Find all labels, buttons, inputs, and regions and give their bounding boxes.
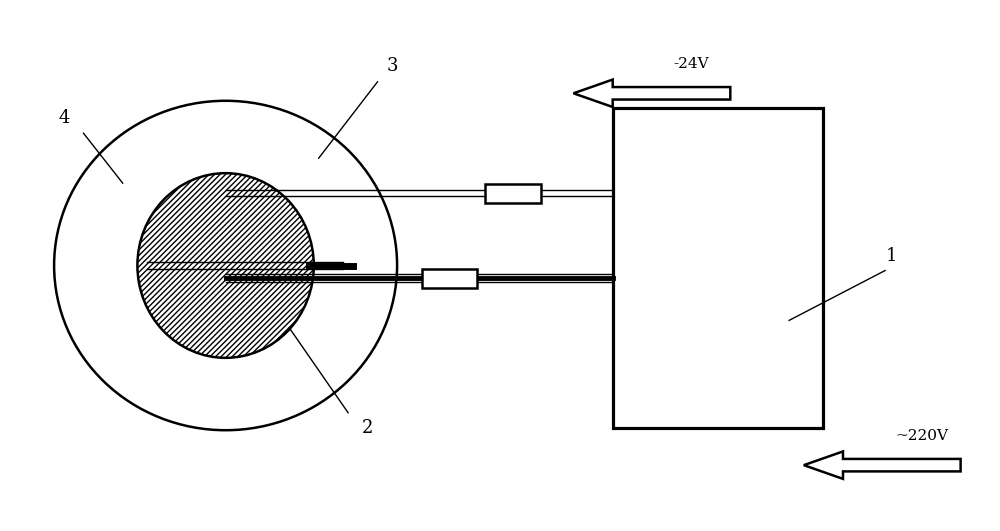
Text: -24V: -24V xyxy=(673,57,709,71)
Text: 4: 4 xyxy=(58,109,70,127)
FancyArrow shape xyxy=(574,80,730,107)
Text: ~220V: ~220V xyxy=(895,429,948,443)
FancyArrow shape xyxy=(804,451,961,479)
Text: 1: 1 xyxy=(886,246,898,264)
Ellipse shape xyxy=(137,173,314,358)
Bar xyxy=(613,108,823,428)
Text: 2: 2 xyxy=(362,419,373,436)
Text: 3: 3 xyxy=(386,57,398,75)
Bar xyxy=(485,184,541,203)
Bar xyxy=(422,269,477,288)
